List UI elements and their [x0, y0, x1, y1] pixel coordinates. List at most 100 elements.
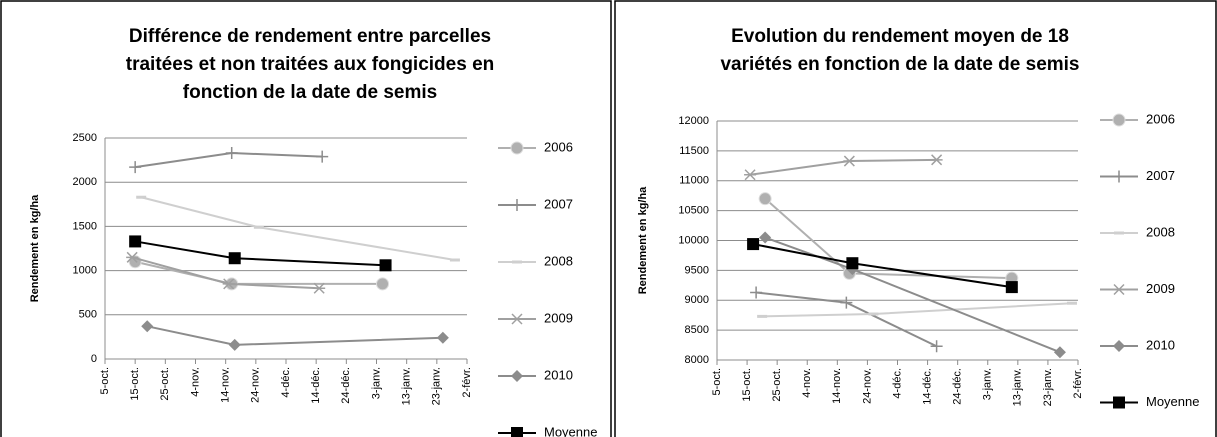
data-point [225, 147, 238, 160]
legend-label: 2006 [1146, 111, 1175, 126]
x-tick-label: 15-oct. [129, 367, 141, 401]
y-tick-label: 1000 [73, 265, 97, 277]
marker-shape [1113, 283, 1125, 296]
legend-label: 2006 [544, 139, 573, 154]
data-point [930, 340, 943, 353]
x-tick-label: 5-oct. [711, 368, 723, 396]
marker-shape [930, 340, 943, 353]
series-line [135, 152, 323, 169]
x-tick-label: 24-nov. [861, 368, 873, 404]
data-point [750, 286, 763, 299]
x-tick-label: 23-janv. [431, 367, 443, 405]
legend-label: 2010 [1146, 337, 1175, 352]
x-tick-label: 14-déc. [921, 368, 933, 405]
y-tick-label: 9500 [685, 264, 709, 276]
series-line [147, 325, 443, 346]
x-tick-label: 15-oct. [741, 368, 753, 402]
y-tick-label: 2000 [73, 176, 97, 188]
legend-label: 2008 [544, 253, 573, 268]
legend-marker [511, 427, 523, 437]
y-tick-label: 2500 [73, 132, 97, 144]
marker-shape [1112, 113, 1126, 127]
x-tick-label: 5-oct. [99, 367, 111, 395]
y-tick-label: 10000 [678, 234, 709, 246]
marker-shape [222, 278, 235, 290]
y-tick-label: 11000 [679, 175, 709, 187]
marker-shape [840, 296, 853, 309]
chart-title: Evolution du rendement moyen de 18 [731, 26, 1069, 47]
y-axis-label: Rendement en kg/ha [637, 186, 649, 294]
x-tick-label: 4-déc. [280, 367, 292, 398]
y-tick-label: 10500 [678, 205, 709, 217]
marker-shape [747, 238, 760, 251]
chart-title: variétés en fonction de la date de semis [720, 54, 1079, 75]
data-point [228, 338, 241, 351]
data-point [930, 154, 943, 166]
data-point [758, 192, 772, 206]
series-line [762, 302, 1073, 318]
data-point [379, 259, 392, 272]
marker-shape [846, 257, 859, 270]
marker-shape [1053, 346, 1066, 359]
legend-marker [1113, 396, 1125, 409]
y-tick-label: 1500 [73, 220, 97, 232]
legend-marker [1113, 170, 1125, 183]
y-tick-label: 500 [79, 309, 97, 321]
legend-label: 2007 [544, 196, 573, 211]
data-point [313, 282, 326, 294]
series-line [135, 240, 386, 267]
data-point [1005, 281, 1018, 294]
marker-shape [511, 427, 523, 437]
legend-label: 2009 [1146, 281, 1175, 296]
x-tick-label: 4-déc. [891, 368, 903, 399]
x-tick-label: 2-févr. [461, 367, 473, 398]
x-tick-label: 14-nov. [220, 367, 232, 403]
panel-border [0, 0, 612, 437]
marker-shape [511, 313, 523, 325]
x-tick-label: 25-oct. [771, 368, 783, 402]
marker-shape [1113, 170, 1125, 183]
marker-shape [1005, 281, 1018, 294]
marker-shape [129, 161, 142, 174]
marker-shape [744, 169, 757, 181]
x-tick-label: 25-oct. [159, 367, 171, 401]
x-tick-label: 24-nov. [250, 367, 262, 403]
data-point [129, 235, 142, 248]
legend-marker [510, 141, 524, 155]
x-tick-label: 14-nov. [831, 368, 843, 404]
x-tick-label: 24-déc. [340, 367, 352, 404]
marker-shape [379, 259, 392, 272]
x-tick-label: 23-janv. [1042, 368, 1054, 406]
marker-shape [436, 331, 449, 344]
data-point [843, 155, 856, 167]
series-line [134, 260, 383, 285]
chart-title: Différence de rendement entre parcelles [129, 26, 491, 47]
x-tick-label: 4-nov. [801, 368, 813, 398]
y-tick-label: 8500 [685, 324, 709, 336]
marker-shape [511, 199, 523, 211]
data-point [228, 252, 241, 265]
marker-shape [126, 251, 139, 263]
marker-shape [313, 282, 326, 294]
chart-title: traitées et non traitées aux fongicides … [126, 54, 495, 75]
marker-shape [228, 338, 241, 351]
legend-label: Moyenne [544, 424, 597, 437]
x-tick-label: 2-févr. [1072, 368, 1084, 399]
data-point [141, 320, 154, 333]
marker-shape [843, 155, 856, 167]
legend-label: 2009 [544, 310, 573, 325]
y-tick-label: 11500 [679, 145, 709, 157]
legend-marker [511, 313, 523, 325]
legend-marker [1112, 113, 1126, 127]
legend-marker [511, 370, 523, 382]
marker-shape [1113, 396, 1125, 409]
marker-shape [228, 252, 241, 265]
chart-title: fonction de la date de semis [183, 82, 437, 103]
x-tick-label: 13-janv. [1012, 368, 1024, 406]
marker-shape [759, 231, 772, 244]
x-tick-label: 24-déc. [952, 368, 964, 405]
legend-label: 2010 [544, 367, 573, 382]
y-tick-label: 8000 [685, 354, 709, 366]
x-tick-label: 3-janv. [370, 367, 382, 399]
